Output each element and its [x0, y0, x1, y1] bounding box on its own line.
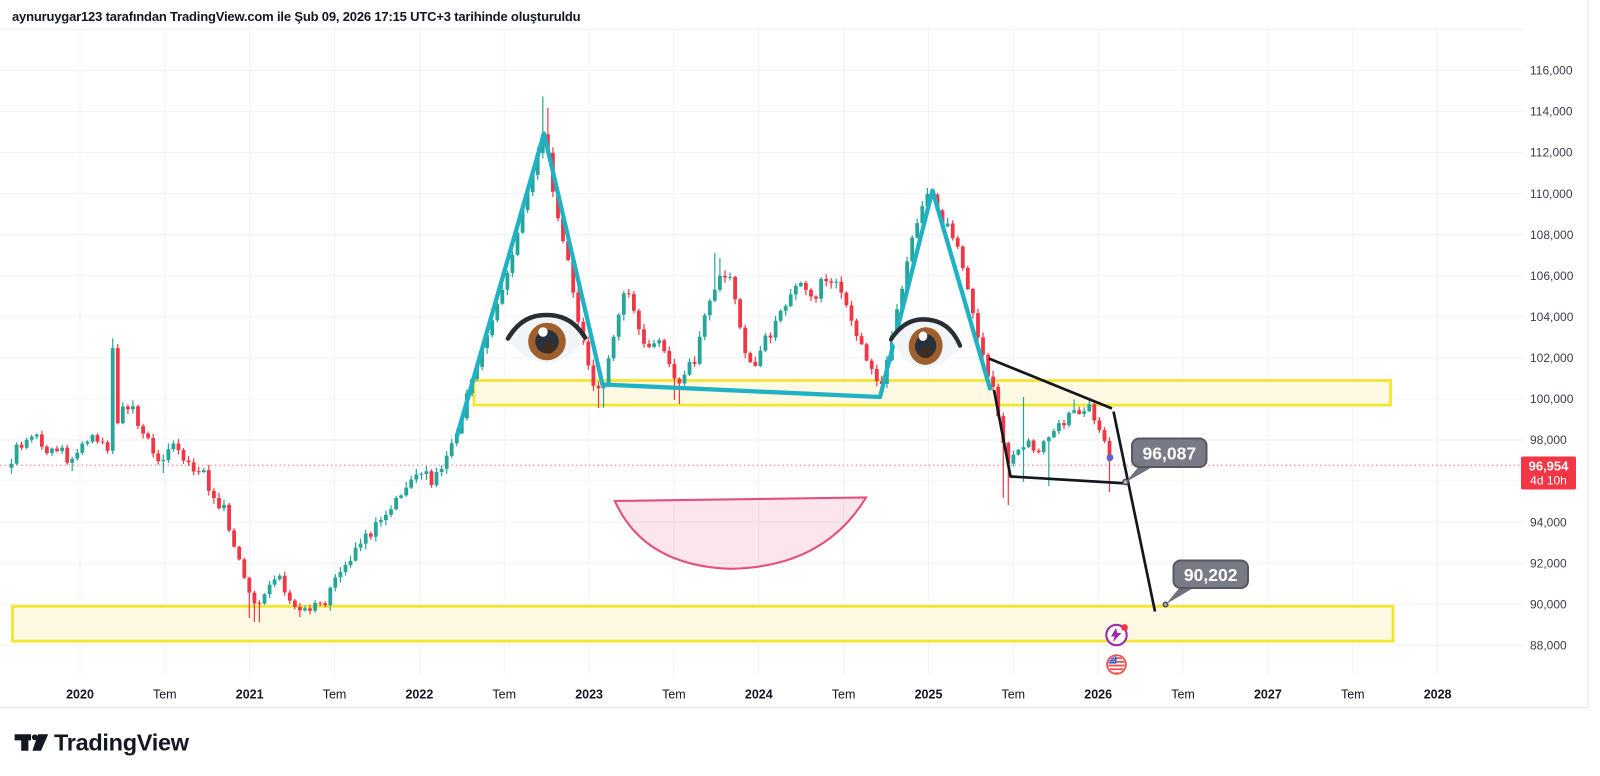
svg-text:2020: 2020	[66, 688, 94, 702]
svg-text:110,000: 110,000	[1530, 187, 1573, 201]
svg-text:Tem: Tem	[832, 688, 856, 702]
svg-text:94,000: 94,000	[1530, 515, 1567, 529]
svg-text:96,954: 96,954	[1529, 459, 1570, 474]
svg-text:Tem: Tem	[153, 688, 177, 702]
svg-text:2028: 2028	[1424, 688, 1452, 702]
svg-text:Tem: Tem	[1341, 688, 1365, 702]
svg-text:2021: 2021	[236, 688, 264, 702]
svg-text:116,000: 116,000	[1530, 64, 1573, 78]
svg-text:Tem: Tem	[662, 688, 686, 702]
svg-text:2023: 2023	[575, 688, 603, 702]
svg-text:2022: 2022	[405, 688, 433, 702]
svg-text:90,000: 90,000	[1530, 598, 1567, 612]
svg-text:Tem: Tem	[1171, 688, 1195, 702]
svg-text:2027: 2027	[1254, 688, 1282, 702]
svg-text:106,000: 106,000	[1530, 269, 1574, 283]
svg-text:108,000: 108,000	[1530, 228, 1574, 242]
svg-text:104,000: 104,000	[1530, 310, 1574, 324]
svg-text:96,087: 96,087	[1143, 444, 1197, 464]
svg-text:102,000: 102,000	[1530, 351, 1574, 365]
svg-text:114,000: 114,000	[1530, 105, 1573, 119]
svg-text:98,000: 98,000	[1530, 433, 1567, 447]
svg-text:88,000: 88,000	[1530, 639, 1567, 653]
svg-text:112,000: 112,000	[1530, 146, 1573, 160]
svg-text:100,000: 100,000	[1530, 392, 1574, 406]
svg-text:Tem: Tem	[1001, 688, 1025, 702]
svg-text:Tem: Tem	[492, 688, 516, 702]
svg-text:2026: 2026	[1084, 688, 1112, 702]
svg-text:4d 10h: 4d 10h	[1530, 474, 1567, 488]
svg-text:90,202: 90,202	[1184, 565, 1238, 585]
svg-text:TradingView: TradingView	[54, 730, 190, 756]
svg-text:2024: 2024	[745, 688, 773, 702]
svg-text:2025: 2025	[915, 688, 943, 702]
svg-text:Tem: Tem	[323, 688, 347, 702]
svg-text:92,000: 92,000	[1530, 556, 1567, 570]
